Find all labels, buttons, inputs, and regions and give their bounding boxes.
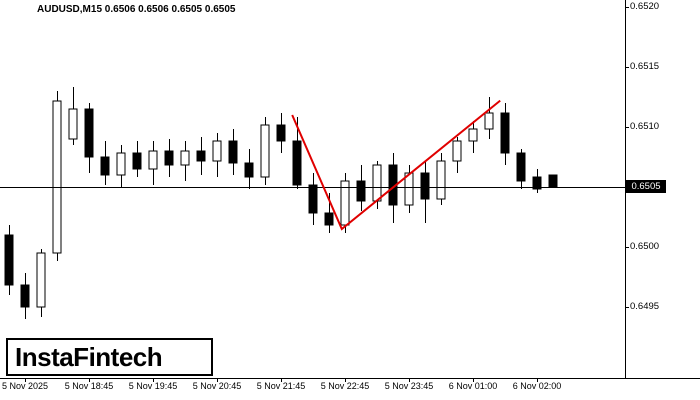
candle-body: [84, 108, 94, 158]
candle-body: [196, 150, 206, 162]
candle-body: [308, 184, 318, 214]
candle-body: [20, 284, 30, 308]
broker-logo-text: InstaFintech: [15, 341, 163, 372]
candles: [4, 87, 558, 319]
price-axis-label: 0.6500: [630, 241, 660, 252]
candle-body: [516, 152, 526, 182]
candle-body: [212, 140, 222, 162]
candle-body: [484, 112, 494, 130]
candle-body: [228, 140, 238, 164]
candle-body: [548, 174, 558, 188]
time-axis-label: 5 Nov 20:45: [192, 381, 242, 391]
price-axis-label: 0.6495: [630, 301, 660, 312]
price-axis-label: 0.6515: [630, 61, 660, 72]
candle-body: [356, 180, 366, 202]
candle-body: [132, 152, 142, 170]
time-axis-label: 5 Nov 19:45: [128, 381, 178, 391]
candle-body: [340, 180, 350, 226]
candle-body: [164, 150, 174, 166]
candle-body: [36, 252, 46, 308]
price-axis-label: 0.6520: [630, 1, 660, 12]
candle-body: [292, 140, 302, 186]
time-axis-label: 5 Nov 21:45: [256, 381, 306, 391]
candle-body: [68, 108, 78, 140]
candle-body: [180, 150, 190, 166]
symbol-ohlc-info: AUDUSD,M15 0.6506 0.6506 0.6505 0.6505: [37, 4, 236, 15]
time-axis-label: 5 Nov 22:45: [320, 381, 370, 391]
bid-price-tag: 0.6505: [626, 180, 666, 193]
candle-body: [324, 212, 334, 226]
candle-body: [244, 162, 254, 178]
candle-body: [468, 128, 478, 142]
candle-body: [500, 112, 510, 154]
candle-body: [372, 164, 382, 202]
time-axis-label: 6 Nov 02:00: [512, 381, 562, 391]
candle-body: [532, 176, 542, 190]
candle-body: [260, 124, 270, 178]
candle-body: [100, 156, 110, 176]
candle-body: [52, 100, 62, 254]
time-axis-label: 5 Nov 18:45: [64, 381, 114, 391]
candle-body: [276, 124, 286, 142]
trendline[interactable]: [291, 99, 501, 231]
candle-body: [420, 172, 430, 200]
candle-body: [116, 152, 126, 176]
broker-logo: InstaFintech: [6, 338, 213, 376]
candle-body: [436, 160, 446, 200]
time-axis-label: 5 Nov 23:45: [384, 381, 434, 391]
time-axis-label: 5 Nov 2025: [1, 381, 49, 391]
candle-body: [404, 172, 414, 206]
candle-body: [452, 140, 462, 162]
candle-body: [4, 234, 14, 286]
price-axis-label: 0.6510: [630, 121, 660, 132]
time-axis-label: 6 Nov 01:00: [448, 381, 498, 391]
candle-body: [148, 150, 158, 170]
